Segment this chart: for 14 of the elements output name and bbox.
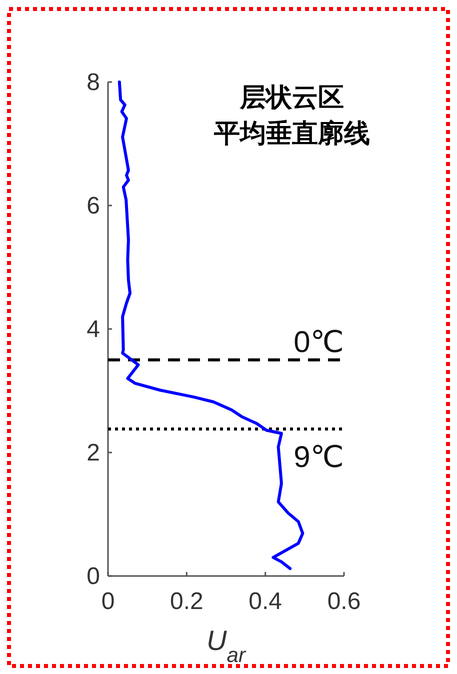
ytick: 6 — [86, 192, 100, 220]
title: 层状云区 — [240, 82, 344, 112]
ref-line-label: 9℃ — [294, 441, 344, 474]
ref-line-label: 0℃ — [294, 326, 344, 359]
xtick: 0.4 — [248, 588, 282, 615]
xlabel: U$_{ar}$ — [206, 625, 246, 666]
ytick: 0 — [86, 563, 100, 590]
ytick: 4 — [86, 316, 100, 343]
xtick: 0.2 — [170, 588, 204, 615]
subtitle: 平均垂直廓线 — [214, 118, 370, 148]
xtick: 0.6 — [327, 588, 361, 615]
ytick: 8 — [86, 69, 100, 96]
ytick: 2 — [86, 440, 100, 466]
xtick: 0 — [101, 588, 115, 615]
